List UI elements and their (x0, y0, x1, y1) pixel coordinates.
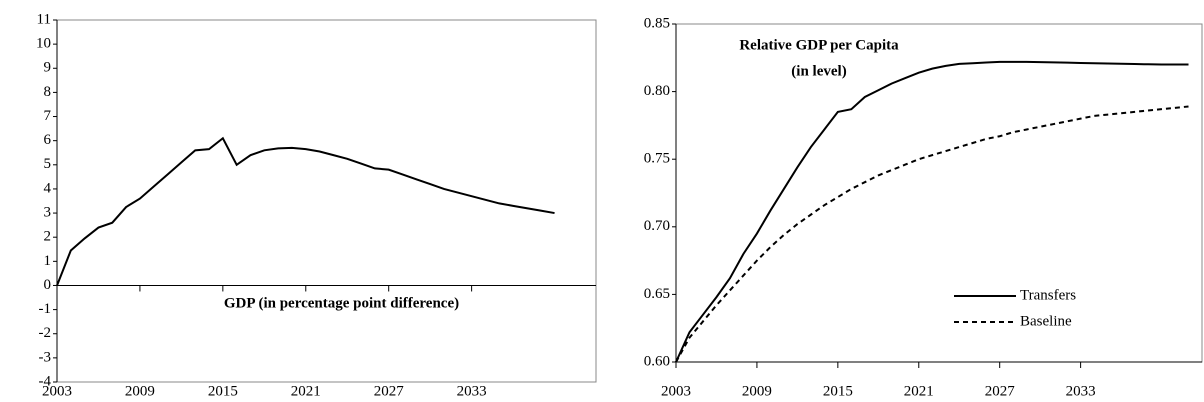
y-tick-label: 0.85 (644, 15, 670, 31)
series-line (675, 60, 1189, 363)
x-tick-label: 2021 (904, 383, 934, 399)
y-tick-label: 10 (36, 36, 51, 52)
y-tick-label: 4 (44, 180, 52, 196)
chart-subtitle: (in level) (791, 63, 846, 79)
y-tick-label: -4 (39, 373, 52, 389)
y-tick-label: 0 (44, 277, 52, 293)
y-tick-label: 0.65 (644, 286, 670, 302)
x-tick-label: 2015 (823, 383, 853, 399)
x-tick-label: 2021 (291, 383, 321, 399)
chart-title: Relative GDP per Capita (739, 37, 899, 53)
y-tick-label: 5 (44, 156, 52, 172)
y-tick-label: 9 (44, 60, 52, 76)
y-tick-label: 0.80 (644, 83, 670, 99)
y-tick-label: 6 (44, 132, 52, 148)
series-line (56, 136, 555, 286)
legend-label: Baseline (1020, 313, 1072, 329)
x-tick-label: 2003 (661, 383, 691, 399)
y-tick-label: 0.70 (644, 218, 670, 234)
y-tick-label: -2 (39, 325, 52, 341)
y-tick-label: 2 (44, 229, 52, 245)
x-tick-label: 2033 (1066, 383, 1096, 399)
x-tick-label: 2009 (125, 383, 155, 399)
y-tick-label: 8 (44, 84, 52, 100)
legend-label: Transfers (1020, 287, 1076, 303)
plot-frame (675, 23, 1203, 363)
y-tick-label: 7 (44, 108, 52, 124)
x-tick-label: 2027 (985, 383, 1016, 399)
y-tick-label: 0.60 (644, 353, 670, 369)
annotation: GDP (in percentage point difference) (224, 295, 459, 311)
x-tick-label: 2009 (742, 383, 772, 399)
y-tick-label: 3 (44, 205, 52, 221)
x-tick-label: 2027 (374, 383, 405, 399)
series-line (675, 105, 1189, 363)
y-tick-label: -1 (39, 301, 52, 317)
x-tick-label: 2033 (457, 383, 487, 399)
y-tick-label: -3 (39, 349, 52, 365)
y-tick-label: 1 (44, 253, 52, 269)
y-tick-label: 11 (37, 11, 51, 27)
y-tick-label: 0.75 (644, 151, 670, 167)
x-tick-label: 2003 (42, 383, 72, 399)
x-tick-label: 2015 (208, 383, 238, 399)
